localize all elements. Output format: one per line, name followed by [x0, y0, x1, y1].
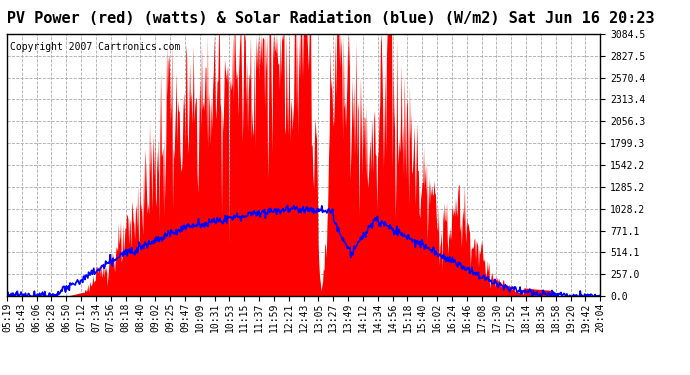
Text: Copyright 2007 Cartronics.com: Copyright 2007 Cartronics.com	[10, 42, 180, 52]
Text: Total PV Power (red) (watts) & Solar Radiation (blue) (W/m2) Sat Jun 16 20:23: Total PV Power (red) (watts) & Solar Rad…	[0, 11, 655, 26]
